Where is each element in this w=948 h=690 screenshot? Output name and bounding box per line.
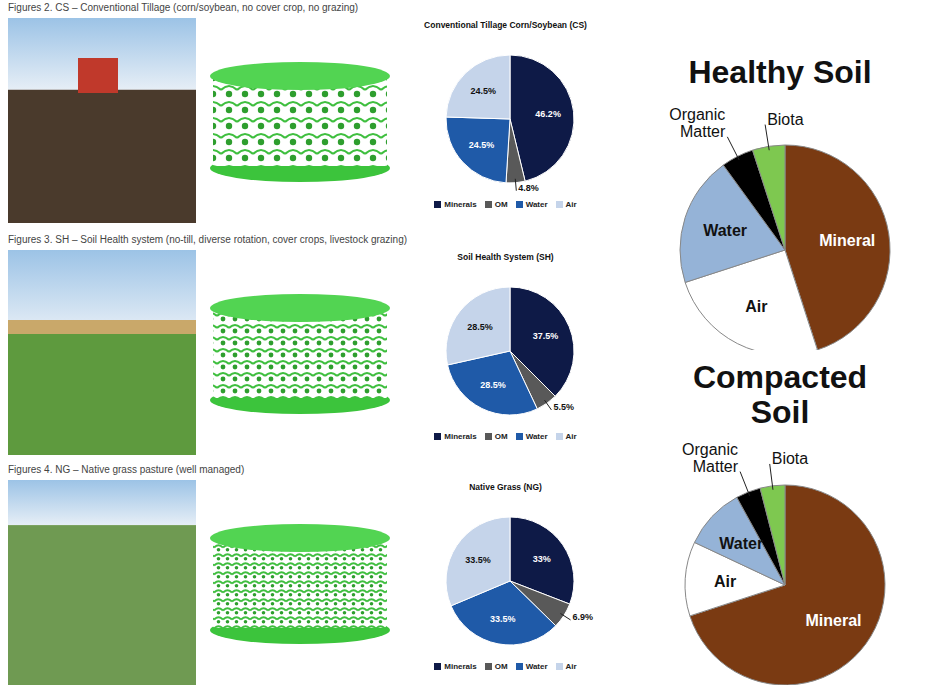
svg-text:33.5%: 33.5% xyxy=(465,555,491,565)
html-text:Figures 4. NG – Native grass p: Figures 4. NG – Native grass pasture (we… xyxy=(8,464,245,475)
html-text:Water: Water xyxy=(525,431,548,441)
html-text:OM: OM xyxy=(494,431,508,441)
svg-text:28.5%: 28.5% xyxy=(480,380,506,390)
svg-text:Air: Air xyxy=(714,573,736,590)
svg-text:Water: Water xyxy=(703,222,747,239)
html-text:Figures 2. CS – Conventional T: Figures 2. CS – Conventional Tillage (co… xyxy=(8,2,359,13)
html-text:Compacted Soil: Compacted Soil xyxy=(692,359,868,431)
svg-text:28.5%: 28.5% xyxy=(467,322,493,332)
html-text:Healthy Soil: Healthy Soil xyxy=(688,54,872,90)
svg-text:5.5%: 5.5% xyxy=(553,402,574,412)
svg-text:24.5%: 24.5% xyxy=(469,140,495,150)
html-text:Water: Water xyxy=(525,661,548,671)
svg-text:6.9%: 6.9% xyxy=(573,612,594,622)
svg-text:Biota: Biota xyxy=(772,450,809,467)
html-text:Figures 3. SH – Soil Health sy: Figures 3. SH – Soil Health system (no-t… xyxy=(8,234,407,245)
html-text:Native Grass (NG): Native Grass (NG) xyxy=(469,482,542,492)
html-text:Air: Air xyxy=(565,661,577,671)
html-text:Air: Air xyxy=(565,431,577,441)
html-text:Minerals: Minerals xyxy=(444,431,477,441)
svg-text:Biota: Biota xyxy=(767,111,804,128)
html-text:Conventional Tillage Corn/Soyb: Conventional Tillage Corn/Soybean (CS) xyxy=(424,20,587,30)
svg-text:Water: Water xyxy=(719,535,763,552)
html-text:OM: OM xyxy=(494,199,508,209)
svg-text:Mineral: Mineral xyxy=(819,232,875,249)
svg-text:4.8%: 4.8% xyxy=(518,183,539,193)
svg-text:24.5%: 24.5% xyxy=(471,86,497,96)
svg-text:Mineral: Mineral xyxy=(806,612,862,629)
svg-text:OrganicMatter: OrganicMatter xyxy=(682,441,739,475)
svg-text:33%: 33% xyxy=(533,554,551,564)
svg-text:37.5%: 37.5% xyxy=(533,331,559,341)
html-text:Minerals: Minerals xyxy=(444,661,477,671)
html-text:Minerals: Minerals xyxy=(444,199,477,209)
svg-text:Air: Air xyxy=(745,298,767,315)
svg-text:OrganicMatter: OrganicMatter xyxy=(669,106,726,140)
svg-text:46.2%: 46.2% xyxy=(535,109,561,119)
svg-text:33.5%: 33.5% xyxy=(490,614,516,624)
html-text:OM: OM xyxy=(494,661,508,671)
html-text:Air: Air xyxy=(565,199,577,209)
html-text:Water: Water xyxy=(525,199,548,209)
html-text:Soil Health System (SH): Soil Health System (SH) xyxy=(457,252,554,262)
